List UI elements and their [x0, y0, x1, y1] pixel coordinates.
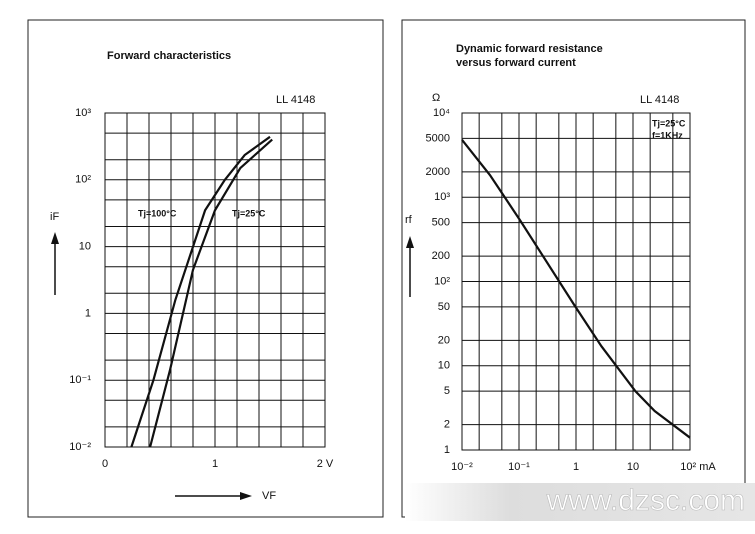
x-axis-label: VF — [262, 490, 276, 502]
x-tick-label: 0 — [102, 458, 108, 470]
y-tick-label: 1 — [444, 444, 450, 456]
y-tick-label: 20 — [438, 334, 450, 346]
x-tick-label: 10⁻¹ — [508, 461, 530, 473]
y-arrow-head — [406, 236, 414, 248]
y-tick-label: 5000 — [426, 132, 450, 144]
chart-title: Dynamic forward resistance — [456, 43, 603, 55]
annotation: LL 4148 — [276, 94, 315, 106]
x-tick-label: 1 — [573, 461, 579, 473]
y-tick-label: 2 — [444, 419, 450, 431]
y-tick-label: 10² — [434, 275, 450, 287]
watermark: www.dzsc.com — [546, 484, 745, 517]
y-tick-label: 1 — [85, 307, 91, 319]
annotation: LL 4148 — [640, 94, 679, 106]
series-line — [149, 138, 273, 448]
series-label: Tj=100°C — [138, 208, 177, 218]
series-label: Tj=25°C — [232, 208, 266, 218]
y-axis-label: iF — [50, 211, 59, 223]
chart-title: Forward characteristics — [107, 50, 231, 62]
x-arrow-head — [240, 492, 252, 500]
x-tick-label: 10² mA — [680, 461, 716, 473]
y-tick-label: 200 — [432, 250, 450, 262]
panel-frame — [401, 19, 746, 518]
x-tick-label: 10⁻² — [451, 461, 473, 473]
y-tick-label: 10² — [75, 174, 91, 186]
y-tick-label: 10⁴ — [433, 107, 450, 119]
x-tick-label: 2 V — [317, 458, 334, 470]
y-tick-label: 2000 — [426, 166, 450, 178]
y-tick-label: 10³ — [75, 107, 91, 119]
y-tick-label: 10 — [438, 360, 450, 372]
x-tick-label: 10 — [627, 461, 639, 473]
y-tick-label: 10³ — [434, 191, 450, 203]
x-tick-label: 1 — [212, 458, 218, 470]
annotation: f=1KHz — [652, 130, 683, 140]
series-line — [461, 139, 691, 439]
y-tick-label: 10⁻² — [69, 441, 91, 453]
y-unit: Ω — [432, 92, 440, 104]
y-arrow-head — [51, 232, 59, 244]
panel-frame — [27, 19, 384, 518]
chart-subtitle: versus forward current — [456, 57, 576, 69]
y-tick-label: 10 — [79, 241, 91, 253]
y-tick-label: 50 — [438, 301, 450, 313]
annotation: Tj=25°C — [652, 118, 686, 128]
series-line — [130, 135, 271, 448]
y-tick-label: 10⁻¹ — [69, 374, 91, 386]
y-axis-label: rf — [405, 214, 413, 226]
y-tick-label: 5 — [444, 385, 450, 397]
y-tick-label: 500 — [432, 217, 450, 229]
watermark-band — [405, 483, 755, 521]
